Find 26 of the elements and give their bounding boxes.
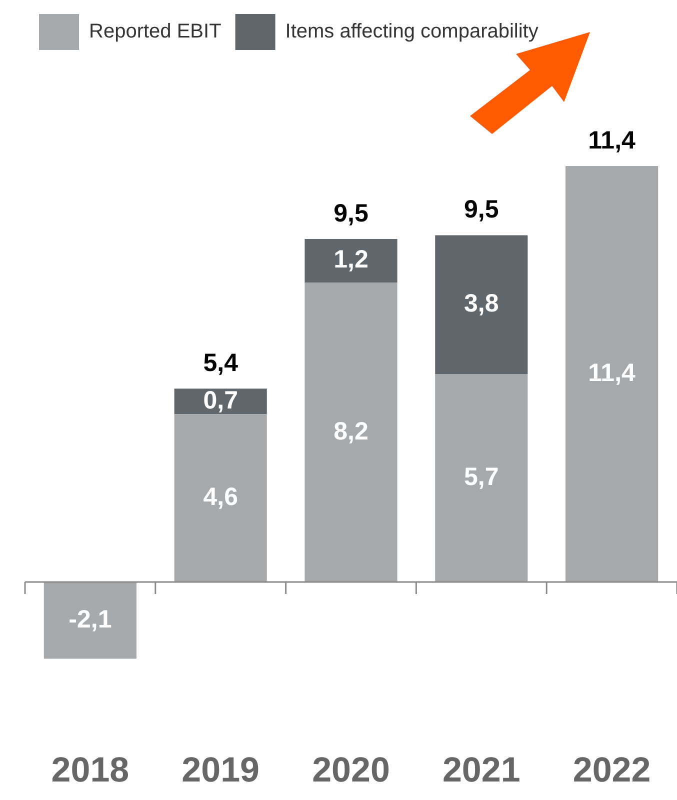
total-label: 11,4	[588, 126, 636, 154]
x-tick-label: 2020	[312, 750, 390, 790]
total-label: 9,5	[334, 199, 368, 228]
x-tick-label: 2022	[572, 750, 651, 790]
data-label: 1,2	[334, 246, 368, 274]
bar	[435, 374, 528, 582]
data-label: 11,4	[588, 358, 636, 387]
data-label: 5,7	[464, 462, 499, 491]
data-label: 4,6	[203, 482, 238, 511]
bar	[304, 282, 398, 582]
data-label: 3,8	[464, 290, 499, 318]
data-label: 0,7	[203, 386, 238, 414]
bar	[566, 166, 658, 582]
x-tick-label: 2018	[51, 750, 130, 790]
legend-label: Items affecting comparability	[285, 20, 538, 43]
total-label: 5,4	[203, 348, 238, 377]
bar	[435, 235, 528, 374]
x-tick-label: 2019	[182, 750, 260, 790]
data-label: -2,1	[68, 605, 112, 634]
data-label: 8,2	[334, 417, 368, 446]
bar	[304, 238, 398, 283]
bar	[44, 582, 136, 659]
legend-label: Reported EBIT	[89, 20, 222, 43]
bar	[174, 414, 267, 582]
total-label: 9,5	[464, 196, 499, 224]
x-tick-label: 2021	[442, 750, 520, 790]
